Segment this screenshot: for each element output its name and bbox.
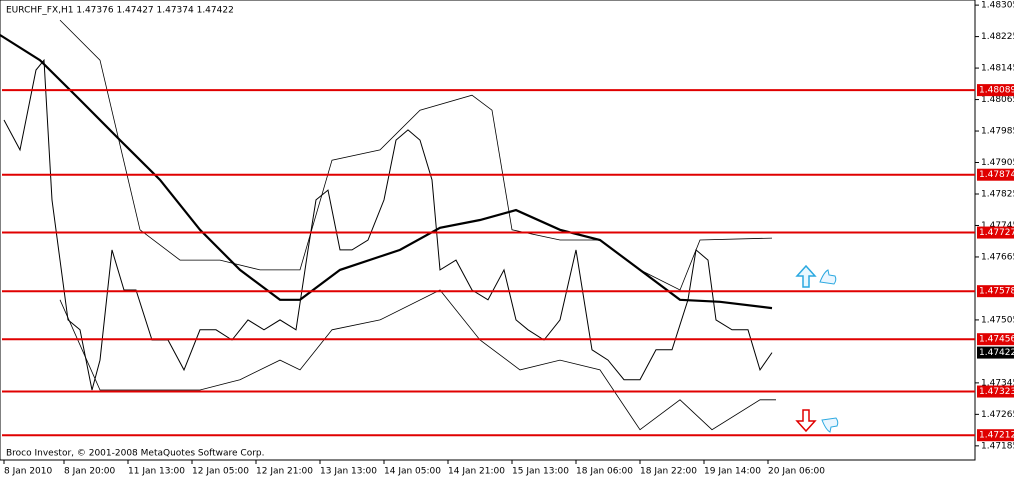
x-tick-label: 19 Jan 14:00: [704, 467, 761, 477]
x-tick-label: 14 Jan 05:00: [384, 467, 441, 477]
footer: Broco Investor, © 2001-2008 MetaQuotes S…: [6, 449, 265, 459]
current-price-label: 1.47422: [979, 348, 1014, 358]
sell-signal: [795, 409, 839, 433]
y-tick-label: 1.47745: [981, 221, 1014, 231]
price-line: [59, 19, 773, 291]
level-tag: [977, 429, 1014, 442]
y-tick-label: 1.48065: [981, 95, 1014, 105]
y-tick-label: 1.48225: [981, 32, 1014, 42]
level-tag: [977, 285, 1014, 298]
current-price-tag: [977, 346, 1014, 359]
level-tag: [977, 385, 1014, 398]
x-tick-label: 18 Jan 22:00: [640, 467, 697, 477]
x-tick-label: 14 Jan 21:00: [448, 467, 505, 477]
level-tag: [977, 84, 1014, 97]
price-line: [59, 289, 776, 431]
x-tick-label: 8 Jan 20:00: [64, 467, 116, 477]
level-label: 1.47323: [979, 387, 1014, 397]
chart-title: EURCHF_FX,H1 1.47376 1.47427 1.47374 1.4…: [6, 6, 234, 16]
x-tick-label: 12 Jan 21:00: [256, 467, 313, 477]
x-tick-label: 12 Jan 05:00: [192, 467, 249, 477]
level-label: 1.47727: [979, 228, 1014, 238]
level-label: 1.47212: [979, 431, 1014, 441]
y-tick-label: 1.47345: [981, 378, 1014, 388]
y-tick-label: 1.47825: [981, 189, 1014, 199]
x-tick-label: 15 Jan 13:00: [512, 467, 569, 477]
buy-signal: [795, 264, 837, 288]
y-tick-label: 1.48305: [981, 1, 1014, 11]
price-line: [3, 58, 773, 391]
level-label: 1.47456: [979, 335, 1014, 345]
y-tick-label: 1.47265: [981, 410, 1014, 420]
y-tick-label: 1.48145: [981, 64, 1014, 74]
y-tick-label: 1.47505: [981, 315, 1014, 325]
y-tick-label: 1.47985: [981, 127, 1014, 137]
plot-frame: [0, 0, 976, 461]
y-tick-label: 1.47665: [981, 252, 1014, 262]
level-tag: [977, 333, 1014, 346]
x-tick-label: 20 Jan 06:00: [768, 467, 825, 477]
x-tick-label: 18 Jan 06:00: [576, 467, 633, 477]
y-tick-label: 1.47185: [981, 441, 1014, 451]
x-tick-label: 13 Jan 13:00: [320, 467, 377, 477]
level-label: 1.47578: [979, 287, 1014, 297]
level-tag: [977, 226, 1014, 239]
level-label: 1.48089: [979, 86, 1014, 96]
level-tag: [977, 168, 1014, 181]
x-tick-label: 11 Jan 13:00: [128, 467, 185, 477]
y-tick-label: 1.47905: [981, 158, 1014, 168]
level-label: 1.47874: [979, 170, 1014, 180]
x-tick-label: 8 Jan 2010: [4, 467, 52, 477]
